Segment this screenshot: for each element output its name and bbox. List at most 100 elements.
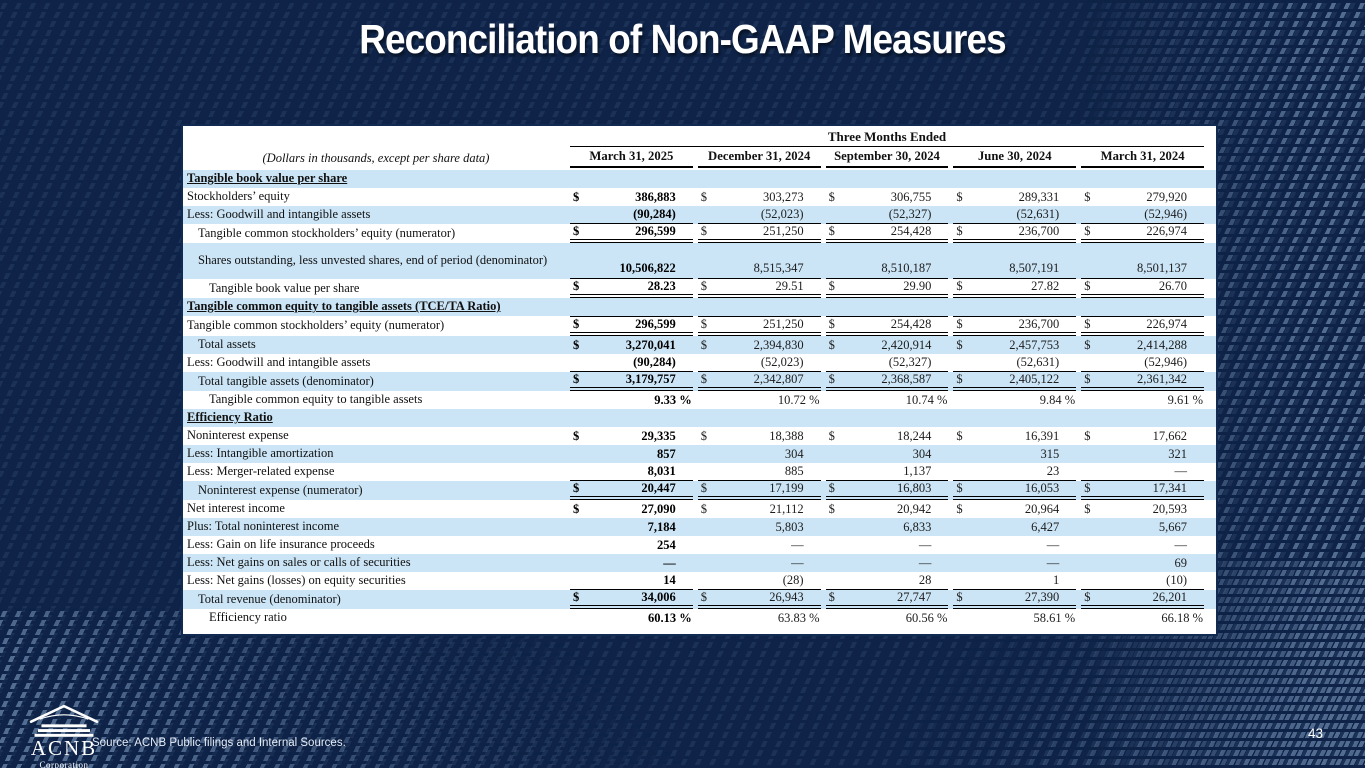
row-label: Total revenue (denominator) — [198, 591, 341, 606]
value-cell: $27,390 — [953, 590, 1077, 609]
row-label: Net interest income — [187, 501, 285, 516]
value-cell: 58.61 % — [953, 609, 1076, 627]
cell-value: 296,599 — [635, 317, 676, 331]
cell-value: 16,391 — [1024, 428, 1060, 443]
table-row: Less: Gain on life insurance proceeds 254… — [183, 536, 1216, 554]
value-cell: 304 — [698, 445, 821, 463]
cell-value: 18,244 — [897, 428, 932, 443]
value-cell: $226,974 — [1081, 224, 1204, 243]
value-cell: $2,457,753 — [953, 336, 1076, 354]
table-span-header-row: Three Months Ended — [183, 126, 1216, 147]
value-cell: $34,006 — [570, 590, 693, 609]
value-cell: $26,201 — [1081, 590, 1204, 609]
logo-text: ACNB — [30, 736, 98, 760]
row-label: Less: Gain on life insurance proceeds — [187, 537, 375, 552]
value-cell: 9.84 % — [953, 391, 1076, 409]
cell-value: 27,090 — [641, 501, 676, 516]
cell-value: 1,137 — [903, 464, 932, 478]
value-cell: $26,943 — [697, 590, 821, 609]
value-cell: 304 — [826, 445, 949, 463]
cell-value: 3,179,757 — [625, 372, 676, 386]
value-cell: 315 — [953, 445, 1076, 463]
cell-value: 20,447 — [641, 481, 676, 495]
currency-symbol: $ — [828, 590, 835, 604]
cell-value: 17,199 — [769, 481, 804, 495]
value-cell: $296,599 — [570, 224, 693, 243]
value-cell: — — [698, 554, 821, 572]
currency-symbol: $ — [1084, 372, 1091, 386]
currency-symbol: $ — [700, 279, 708, 293]
value-cell: — — [1081, 463, 1204, 481]
cell-value: 34,006 — [641, 590, 676, 604]
cell-value: 29,335 — [641, 428, 676, 443]
cell-value: 236,700 — [1018, 317, 1060, 331]
value-cell: 60.56 % — [826, 609, 949, 627]
cell-value: 20,593 — [1152, 501, 1187, 516]
currency-symbol: $ — [828, 501, 835, 516]
value-cell: $29,335 — [570, 427, 693, 445]
cell-value: (52,946) — [1144, 355, 1187, 369]
value-cell: $2,361,342 — [1081, 372, 1204, 391]
units-note: (Dollars in thousands, except per share … — [262, 151, 490, 165]
row-label: Tangible book value per share — [187, 171, 348, 186]
cell-value: 21,112 — [769, 501, 804, 516]
cell-value: 6,427 — [1031, 519, 1060, 534]
value-cell: $17,199 — [697, 481, 821, 500]
table-row: Noninterest expense $29,335 $18,388 $18,244… — [183, 427, 1216, 445]
cell-value: 29.51 — [775, 279, 804, 293]
currency-symbol: $ — [956, 189, 963, 204]
currency-symbol: $ — [828, 337, 835, 352]
row-label: Less: Merger-related expense — [187, 464, 335, 479]
value-cell: — — [570, 554, 693, 572]
table-row: Total tangible assets (denominator) $3,17… — [183, 372, 1216, 391]
value-cell: $251,250 — [697, 224, 821, 243]
cell-value: 254,428 — [890, 317, 932, 331]
currency-symbol: $ — [700, 501, 708, 516]
value-cell: $16,803 — [825, 481, 949, 500]
cell-value: 2,414,288 — [1137, 337, 1187, 352]
value-cell: $279,920 — [1081, 188, 1204, 206]
cell-value: — — [791, 555, 804, 570]
cell-value: 304 — [784, 446, 804, 461]
cell-value: 14 — [663, 573, 676, 587]
cell-value: (52,327) — [888, 355, 932, 369]
cell-value: 10.72 % — [777, 392, 820, 407]
table-row: Stockholders’ equity $386,883 $303,273 $306… — [183, 188, 1216, 206]
currency-symbol: $ — [1084, 501, 1091, 516]
currency-symbol: $ — [956, 337, 963, 352]
cell-value: (10) — [1166, 573, 1187, 587]
cell-value: 315 — [1040, 446, 1060, 461]
cell-value: 279,920 — [1146, 189, 1187, 204]
currency-symbol: $ — [956, 372, 963, 386]
row-label: Less: Goodwill and intangible assets — [187, 355, 371, 370]
column-header: March 31, 2024 — [1081, 149, 1204, 168]
value-cell: (28) — [697, 572, 821, 590]
value-cell: 1,137 — [825, 463, 949, 481]
cell-value: 8,507,191 — [1009, 261, 1060, 275]
value-cell: $26.70 — [1081, 279, 1204, 298]
cell-value: 8,501,137 — [1137, 261, 1187, 275]
value-cell: 885 — [697, 463, 821, 481]
table-body: Tangible book value per share Stockholder… — [183, 170, 1216, 627]
cell-value: 2,361,342 — [1137, 372, 1187, 386]
cell-value: 27,747 — [897, 590, 932, 604]
cell-value: 306,755 — [890, 189, 932, 204]
table-row: Tangible common equity to tangible asset… — [183, 391, 1216, 409]
value-cell: (90,284) — [570, 354, 693, 372]
row-label: Tangible book value per share — [209, 280, 360, 295]
table-row: Less: Intangible amortization 857 304 304 31… — [183, 445, 1216, 463]
value-cell: 23 — [953, 463, 1077, 481]
value-cell: $20,447 — [570, 481, 693, 500]
column-header: March 31, 2025 — [570, 149, 693, 168]
cell-value: 2,405,122 — [1009, 372, 1060, 386]
currency-symbol: $ — [700, 189, 708, 204]
value-cell: $386,883 — [570, 188, 693, 206]
currency-symbol: $ — [828, 428, 835, 443]
cell-value: 226,974 — [1146, 224, 1187, 238]
row-label: Less: Net gains (losses) on equity secur… — [187, 573, 406, 588]
row-label: Stockholders’ equity — [187, 189, 290, 204]
cell-value: 66.18 % — [1161, 610, 1203, 625]
currency-symbol: $ — [700, 372, 708, 386]
cell-value: 8,515,347 — [753, 261, 804, 275]
